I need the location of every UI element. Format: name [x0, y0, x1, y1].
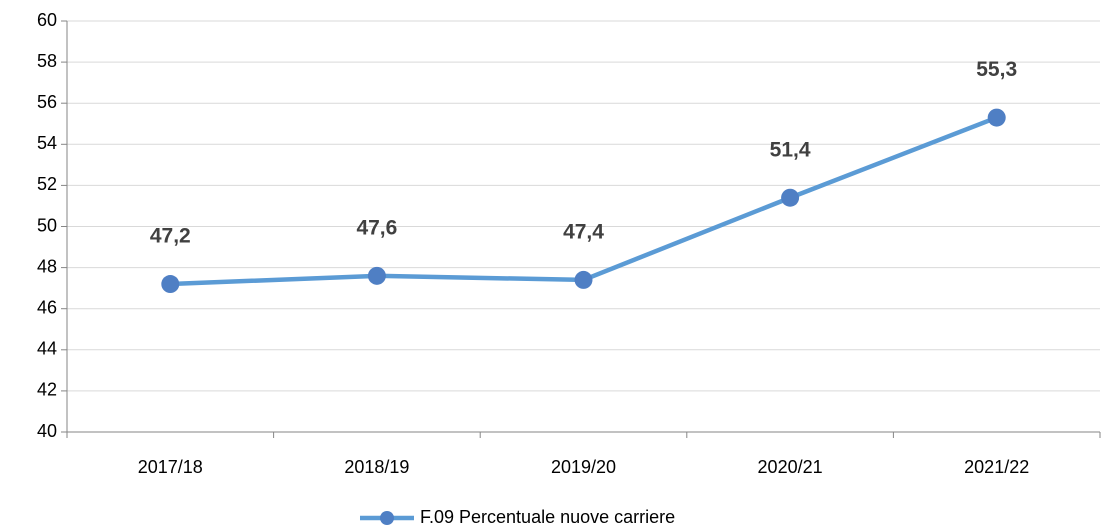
y-tick-label: 58: [37, 51, 57, 71]
x-tick-label: 2019/20: [551, 457, 616, 477]
y-tick-label: 60: [37, 10, 57, 30]
x-tick-label: 2017/18: [138, 457, 203, 477]
data-label: 47,2: [150, 225, 191, 248]
x-tick-label: 2018/19: [344, 457, 409, 477]
y-tick-label: 42: [37, 380, 57, 400]
data-point: [161, 275, 180, 294]
legend-marker: [380, 511, 394, 525]
x-tick-label: 2021/22: [964, 457, 1029, 477]
data-label: 47,4: [563, 220, 604, 243]
y-tick-label: 44: [37, 339, 57, 359]
data-point: [367, 266, 386, 285]
y-tick-label: 40: [37, 421, 57, 441]
y-tick-label: 48: [37, 256, 57, 276]
x-tick-label: 2020/21: [758, 457, 823, 477]
y-tick-label: 52: [37, 174, 57, 194]
y-tick-label: 56: [37, 92, 57, 112]
y-tick-label: 54: [37, 133, 57, 153]
data-label: 47,6: [356, 216, 397, 239]
data-point: [574, 270, 593, 289]
legend-label: F.09 Percentuale nuove carriere: [420, 507, 675, 527]
y-tick-label: 46: [37, 297, 57, 317]
data-label: 51,4: [770, 138, 811, 161]
data-point: [987, 108, 1006, 127]
data-point: [781, 188, 800, 207]
data-label: 55,3: [976, 58, 1017, 81]
series-line: [170, 115, 998, 287]
y-tick-label: 50: [37, 215, 57, 235]
